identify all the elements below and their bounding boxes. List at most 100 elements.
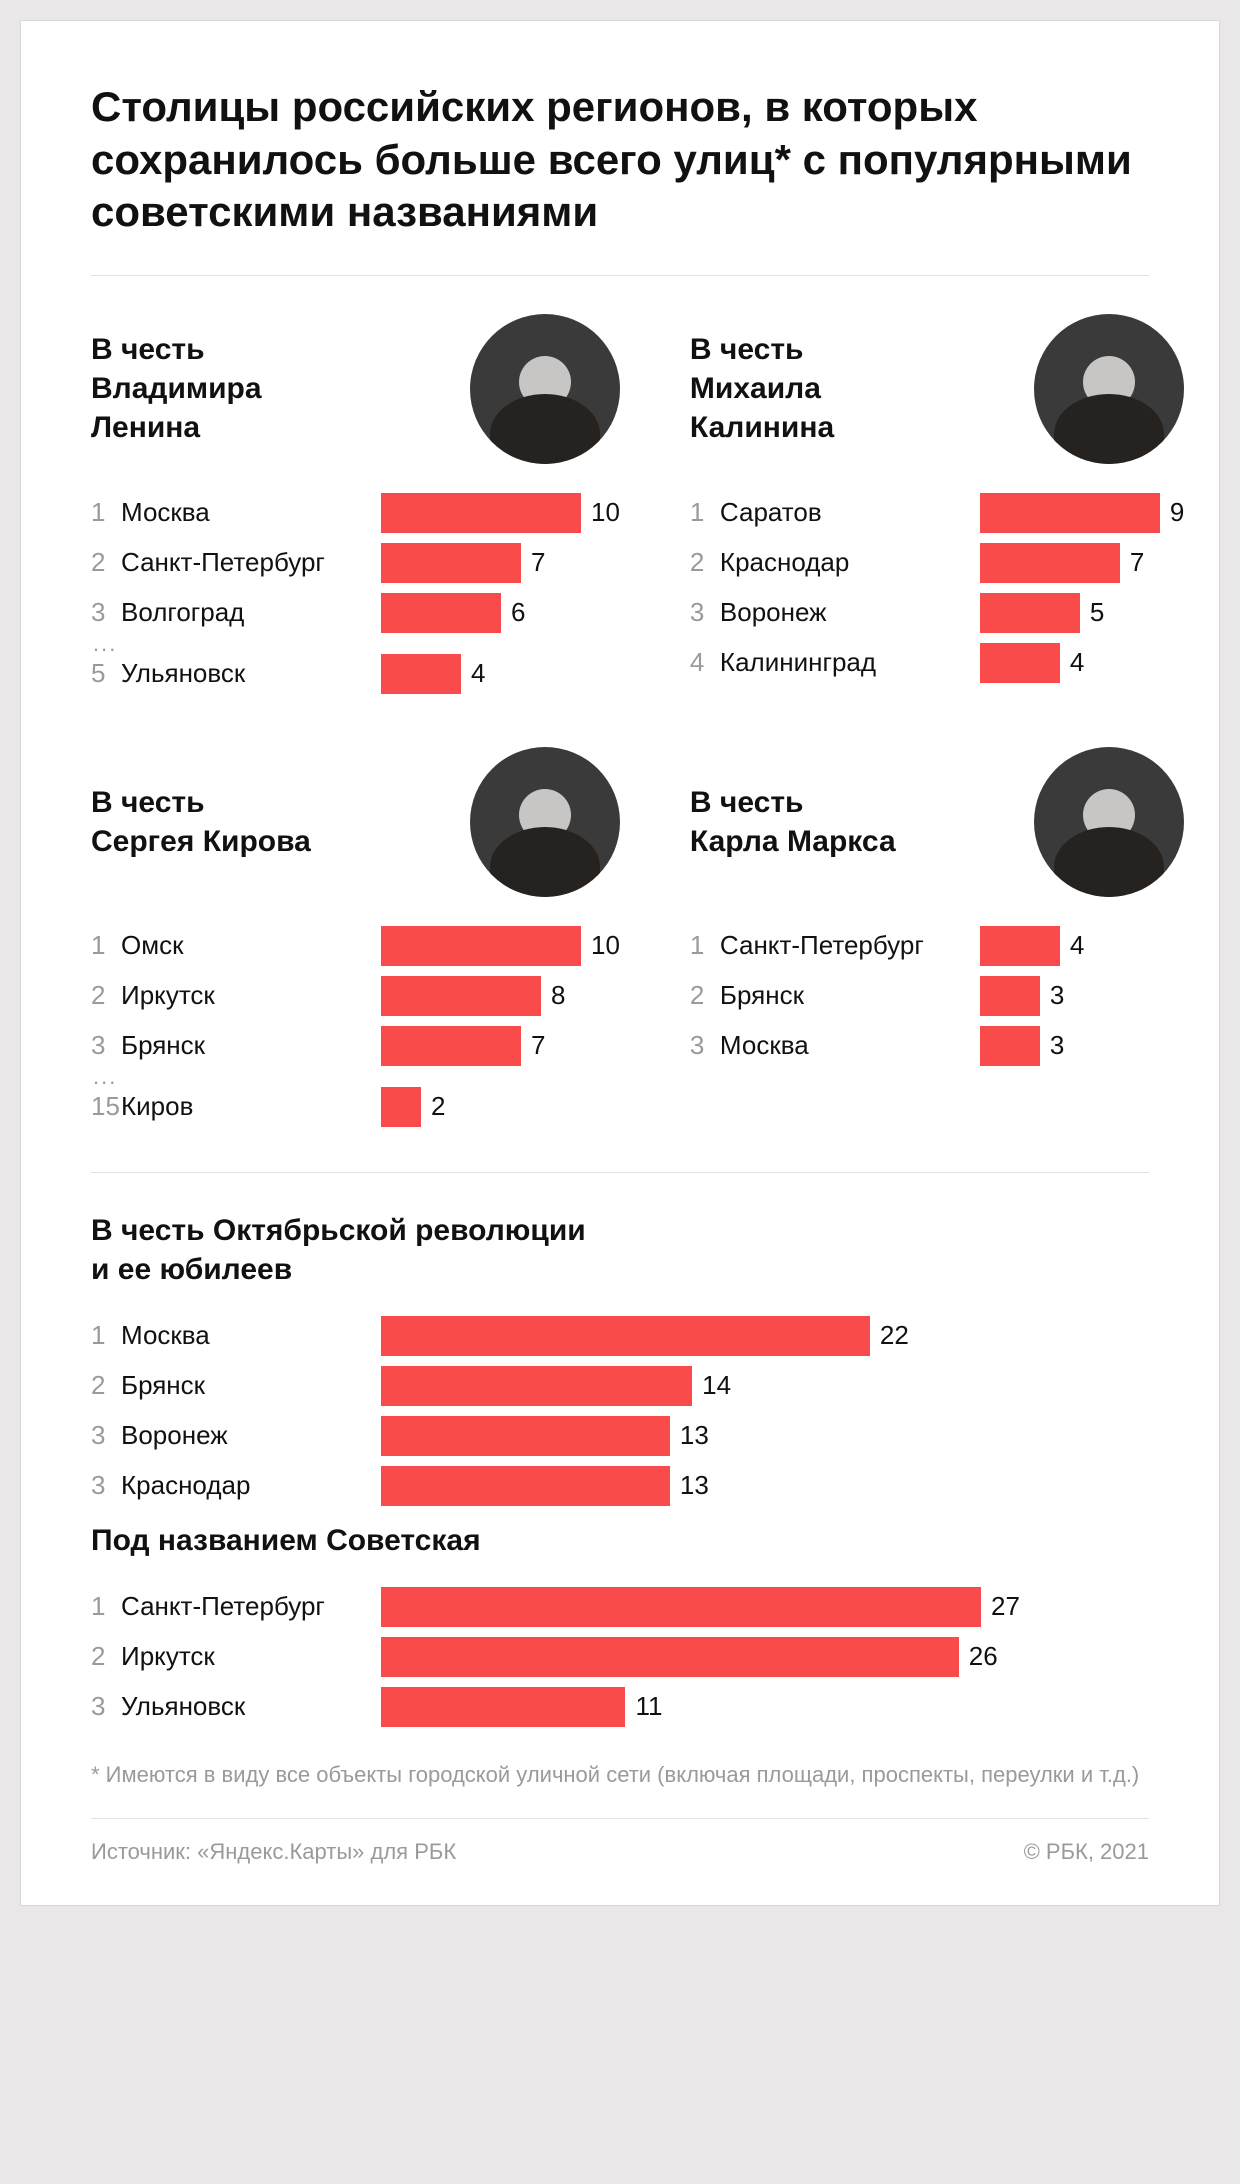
bar xyxy=(381,976,541,1016)
city-name: Саратов xyxy=(720,497,980,528)
table-row: 1Санкт-Петербург4 xyxy=(690,921,1184,971)
bar-wrap: 26 xyxy=(381,1637,1149,1677)
bar xyxy=(381,1026,521,1066)
bar-value: 7 xyxy=(531,1030,545,1061)
city-name: Волгоград xyxy=(121,597,381,628)
city-name: Киров xyxy=(121,1091,381,1122)
city-name: Краснодар xyxy=(720,547,980,578)
copyright-text: © РБК, 2021 xyxy=(1024,1839,1149,1865)
wide-panel-rows: 1Санкт-Петербург272Иркутск263Ульяновск11 xyxy=(91,1582,1149,1732)
city-name: Москва xyxy=(720,1030,980,1061)
rank: 2 xyxy=(690,980,720,1011)
bar xyxy=(980,593,1080,633)
divider xyxy=(91,275,1149,276)
table-row: 2Санкт-Петербург7 xyxy=(91,538,620,588)
bar xyxy=(980,543,1120,583)
wide-panel-title: Под названием Советская xyxy=(91,1521,1149,1560)
table-row: 2Краснодар7 xyxy=(690,538,1184,588)
bar xyxy=(381,1587,981,1627)
city-name: Москва xyxy=(121,497,381,528)
table-row: 3Волгоград6 xyxy=(91,588,620,638)
rank: 1 xyxy=(91,930,121,961)
table-row: 5Ульяновск4 xyxy=(91,649,620,699)
table-row: 3Брянск 7 xyxy=(91,1021,620,1071)
bar-wrap: 3 xyxy=(980,1026,1184,1066)
rank: 3 xyxy=(91,1691,121,1722)
bar-wrap: 13 xyxy=(381,1466,1149,1506)
bar xyxy=(381,1466,670,1506)
table-row: 2Брянск 3 xyxy=(690,971,1184,1021)
page-title: Столицы российских регионов, в которых с… xyxy=(91,81,1149,239)
panel-rows: 1Саратов92Краснодар73Воронеж54Калинингра… xyxy=(690,488,1184,688)
city-name: Иркутск xyxy=(121,1641,381,1672)
city-name: Краснодар xyxy=(121,1470,381,1501)
bar xyxy=(381,493,581,533)
ellipsis: ... xyxy=(91,638,620,649)
bar-wrap: 13 xyxy=(381,1416,1149,1456)
wide-panel-title: В честь Октябрьской революции и ее юбиле… xyxy=(91,1211,1149,1289)
bar xyxy=(381,1687,625,1727)
city-name: Ульяновск xyxy=(121,658,381,689)
divider xyxy=(91,1172,1149,1173)
bar-wrap: 10 xyxy=(381,493,620,533)
bar-wrap: 5 xyxy=(980,593,1184,633)
portrait-icon xyxy=(1034,314,1184,464)
city-name: Воронеж xyxy=(720,597,980,628)
rank: 15 xyxy=(91,1091,121,1122)
table-row: 2Брянск14 xyxy=(91,1361,1149,1411)
bar-value: 10 xyxy=(591,497,620,528)
bar-wrap: 10 xyxy=(381,926,620,966)
rank: 1 xyxy=(690,930,720,961)
bar-value: 4 xyxy=(1070,647,1084,678)
portrait-icon xyxy=(470,747,620,897)
rank: 3 xyxy=(91,1030,121,1061)
bar-wrap: 9 xyxy=(980,493,1184,533)
city-name: Брянск xyxy=(720,980,980,1011)
rank: 2 xyxy=(91,980,121,1011)
rank: 2 xyxy=(91,547,121,578)
table-row: 1Санкт-Петербург27 xyxy=(91,1582,1149,1632)
bar-value: 27 xyxy=(991,1591,1020,1622)
panel-head: В честьСергея Кирова xyxy=(91,747,620,897)
bar xyxy=(381,1637,959,1677)
bar xyxy=(381,926,581,966)
panel-kalinin: В честьМихаилаКалинина1Саратов92Краснода… xyxy=(690,314,1184,699)
table-row: 1Москва22 xyxy=(91,1311,1149,1361)
bar-wrap: 14 xyxy=(381,1366,1149,1406)
rank: 3 xyxy=(91,1470,121,1501)
bar-value: 13 xyxy=(680,1420,709,1451)
table-row: 2Иркутск26 xyxy=(91,1632,1149,1682)
top-panels-grid: В честьВладимираЛенина1Москва102Санкт-Пе… xyxy=(91,314,1149,1132)
table-row: 3Москва3 xyxy=(690,1021,1184,1071)
rank: 3 xyxy=(91,1420,121,1451)
bar-wrap: 4 xyxy=(980,926,1184,966)
panel-rows: 1Санкт-Петербург42Брянск33Москва3 xyxy=(690,921,1184,1071)
bar xyxy=(980,643,1060,683)
city-name: Брянск xyxy=(121,1370,381,1401)
bar-wrap: 7 xyxy=(381,543,620,583)
table-row: 15Киров2 xyxy=(91,1082,620,1132)
bar xyxy=(381,654,461,694)
bar-value: 8 xyxy=(551,980,565,1011)
bar xyxy=(381,1366,692,1406)
footnote: * Имеются в виду все объекты городской у… xyxy=(91,1760,1149,1791)
city-name: Москва xyxy=(121,1320,381,1351)
bar-value: 9 xyxy=(1170,497,1184,528)
bar-value: 10 xyxy=(591,930,620,961)
bar-wrap: 3 xyxy=(980,976,1184,1016)
bar-value: 22 xyxy=(880,1320,909,1351)
bar-value: 3 xyxy=(1050,980,1064,1011)
wide-panels: В честь Октябрьской революции и ее юбиле… xyxy=(91,1211,1149,1732)
bar-wrap: 4 xyxy=(980,643,1184,683)
portrait-icon xyxy=(1034,747,1184,897)
city-name: Брянск xyxy=(121,1030,381,1061)
bar-wrap: 4 xyxy=(381,654,620,694)
divider xyxy=(91,1818,1149,1819)
rank: 3 xyxy=(690,1030,720,1061)
bar-wrap: 7 xyxy=(980,543,1184,583)
table-row: 2Иркутск8 xyxy=(91,971,620,1021)
bar xyxy=(381,1316,870,1356)
city-name: Омск xyxy=(121,930,381,961)
table-row: 3Воронеж5 xyxy=(690,588,1184,638)
table-row: 1Саратов9 xyxy=(690,488,1184,538)
